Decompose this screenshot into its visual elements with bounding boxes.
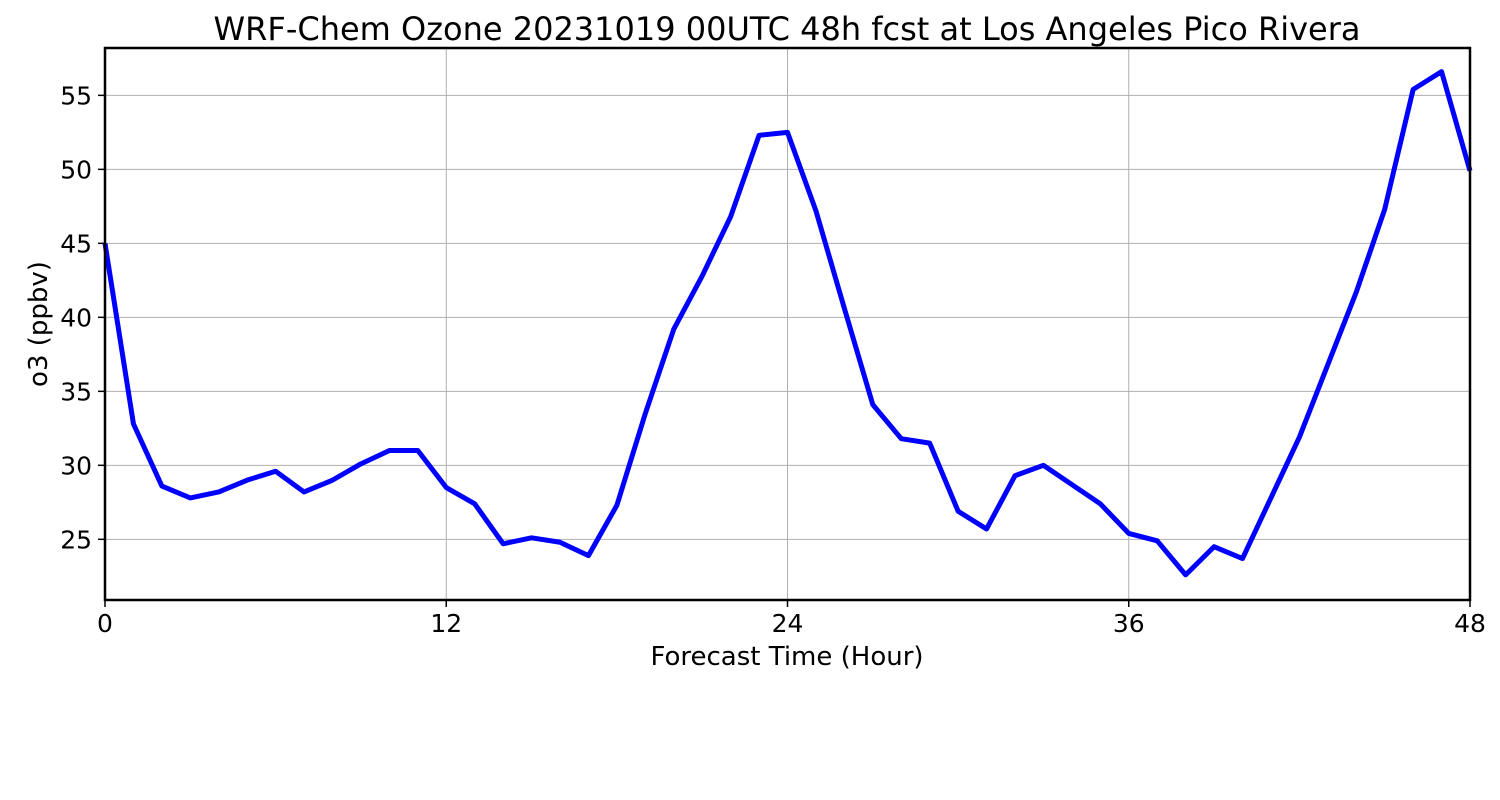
x-tick-label: 48 [1454, 609, 1486, 638]
x-tick-label: 12 [430, 609, 462, 638]
series-line-0 [102, 69, 1473, 578]
y-tick-label: 25 [60, 525, 92, 554]
y-tick-label: 30 [60, 451, 92, 480]
y-tick-label: 45 [60, 229, 92, 258]
y-axis-label: o3 (ppbv) [24, 261, 54, 387]
x-axis-label: Forecast Time (Hour) [650, 642, 923, 672]
chart-title: WRF-Chem Ozone 20231019 00UTC 48h fcst a… [214, 10, 1361, 48]
ticks: 0 12 24 36 48 25 30 35 40 45 50 55 [60, 81, 1486, 638]
y-tick-label: 35 [60, 377, 92, 406]
y-tick-label: 50 [60, 155, 92, 184]
y-tick-label: 55 [60, 81, 92, 110]
y-tick-label: 40 [60, 303, 92, 332]
x-tick-label: 0 [97, 609, 113, 638]
series-layer [102, 69, 1473, 578]
x-tick-label: 24 [772, 609, 804, 638]
x-tick-label: 36 [1113, 609, 1145, 638]
